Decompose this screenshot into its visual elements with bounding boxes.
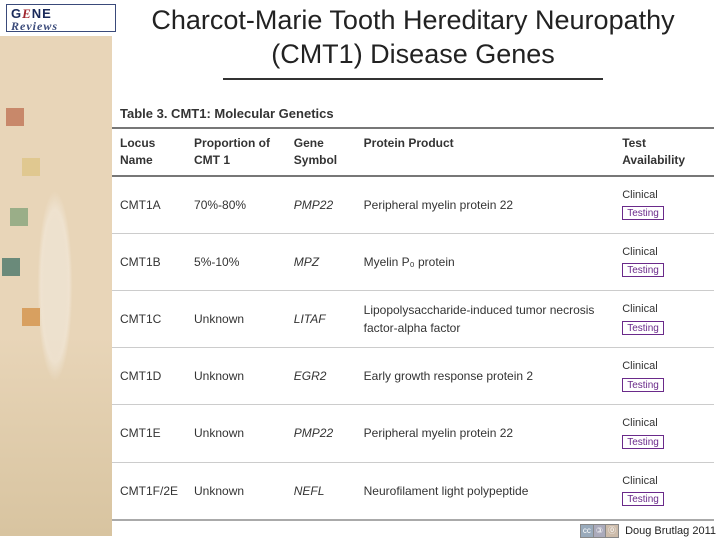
logo-reviews: Reviews [11, 20, 111, 32]
decor-square [22, 158, 40, 176]
table-caption: Table 3. CMT1: Molecular Genetics [112, 100, 714, 127]
decor-square [6, 108, 24, 126]
cell-locus: CMT1B [112, 233, 186, 290]
title-underline [223, 78, 603, 80]
cell-test: ClinicalTesting [614, 233, 714, 290]
cell-protein: Myelin P₀ protein [356, 233, 615, 290]
cell-proportion: 5%-10% [186, 233, 286, 290]
decor-square [22, 308, 40, 326]
attribution: Doug Brutlag 2011 [625, 525, 716, 537]
table-row: CMT1F/2EUnknownNEFLNeurofilament light p… [112, 462, 714, 520]
testing-link[interactable]: Testing [622, 492, 664, 506]
cell-test: ClinicalTesting [614, 462, 714, 520]
th-test: TestAvailability [614, 128, 714, 176]
genetics-table: Table 3. CMT1: Molecular Genetics LocusN… [112, 100, 714, 521]
cell-proportion: Unknown [186, 290, 286, 347]
testing-link[interactable]: Testing [622, 206, 664, 220]
cell-locus: CMT1C [112, 290, 186, 347]
cell-locus: CMT1E [112, 405, 186, 462]
table-row: CMT1EUnknownPMP22Peripheral myelin prote… [112, 405, 714, 462]
cell-test: ClinicalTesting [614, 348, 714, 405]
cell-test: ClinicalTesting [614, 176, 714, 234]
cell-protein: Peripheral myelin protein 22 [356, 176, 615, 234]
cc-badge-icon: cc③⓪ [580, 524, 619, 538]
th-proportion: Proportion ofCMT 1 [186, 128, 286, 176]
testing-link[interactable]: Testing [622, 435, 664, 449]
cell-gene: MPZ [286, 233, 356, 290]
testing-link[interactable]: Testing [622, 263, 664, 277]
cell-protein: Neurofilament light polypeptide [356, 462, 615, 520]
cell-test: ClinicalTesting [614, 290, 714, 347]
cell-protein: Lipopolysaccharide-induced tumor necrosi… [356, 290, 615, 347]
cell-gene: EGR2 [286, 348, 356, 405]
title-line1: Charcot-Marie Tooth Hereditary Neuropath… [151, 5, 674, 35]
cell-locus: CMT1A [112, 176, 186, 234]
th-protein: Protein Product [356, 128, 615, 176]
decor-square [10, 208, 28, 226]
cell-gene: PMP22 [286, 405, 356, 462]
cell-test: ClinicalTesting [614, 405, 714, 462]
cell-proportion: 70%-80% [186, 176, 286, 234]
cell-gene: PMP22 [286, 176, 356, 234]
table-row: CMT1B5%-10%MPZMyelin P₀ proteinClinicalT… [112, 233, 714, 290]
cell-proportion: Unknown [186, 462, 286, 520]
cell-gene: LITAF [286, 290, 356, 347]
genereviews-logo: GENE Reviews [6, 4, 116, 32]
testing-link[interactable]: Testing [622, 321, 664, 335]
cell-locus: CMT1D [112, 348, 186, 405]
sidebar-decoration [0, 36, 112, 536]
th-gene: GeneSymbol [286, 128, 356, 176]
th-locus: LocusName [112, 128, 186, 176]
cell-gene: NEFL [286, 462, 356, 520]
cell-proportion: Unknown [186, 405, 286, 462]
cell-locus: CMT1F/2E [112, 462, 186, 520]
cell-proportion: Unknown [186, 348, 286, 405]
footer: cc③⓪ Doug Brutlag 2011 [580, 524, 716, 538]
title-line2: (CMT1) Disease Genes [271, 39, 555, 69]
testing-link[interactable]: Testing [622, 378, 664, 392]
cell-protein: Early growth response protein 2 [356, 348, 615, 405]
decor-square [2, 258, 20, 276]
slide-title: Charcot-Marie Tooth Hereditary Neuropath… [128, 0, 698, 80]
table-row: CMT1DUnknownEGR2Early growth response pr… [112, 348, 714, 405]
table-row: CMT1A70%-80%PMP22Peripheral myelin prote… [112, 176, 714, 234]
table-row: CMT1CUnknownLITAFLipopolysaccharide-indu… [112, 290, 714, 347]
cell-protein: Peripheral myelin protein 22 [356, 405, 615, 462]
